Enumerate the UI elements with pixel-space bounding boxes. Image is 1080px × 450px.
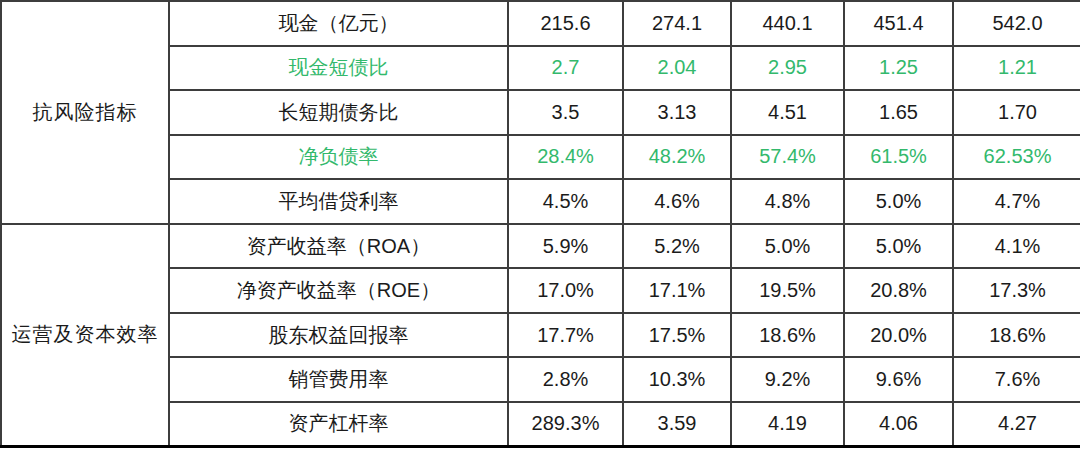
metric-value: 451.4 xyxy=(844,1,953,46)
metric-value: 3.5 xyxy=(508,90,623,135)
metric-value: 17.3% xyxy=(953,268,1080,313)
metric-name: 资产杠杆率 xyxy=(169,402,508,447)
metric-value: 2.8% xyxy=(508,357,623,402)
metric-name: 现金短债比 xyxy=(169,46,508,91)
metric-value: 5.0% xyxy=(731,224,844,269)
metric-value: 1.21 xyxy=(953,46,1080,91)
metric-name: 销管费用率 xyxy=(169,357,508,402)
metric-value: 9.6% xyxy=(844,357,953,402)
metric-value: 5.2% xyxy=(623,224,731,269)
metric-value: 440.1 xyxy=(731,1,844,46)
metric-value: 1.65 xyxy=(844,90,953,135)
metric-value: 2.7 xyxy=(508,46,623,91)
table-row: 抗风险指标 现金（亿元） 215.6 274.1 440.1 451.4 542… xyxy=(1,1,1080,46)
financial-metrics-table: 抗风险指标 现金（亿元） 215.6 274.1 440.1 451.4 542… xyxy=(0,0,1080,448)
page: 抗风险指标 现金（亿元） 215.6 274.1 440.1 451.4 542… xyxy=(0,0,1080,450)
metric-name: 资产收益率（ROA） xyxy=(169,224,508,269)
metric-value: 2.95 xyxy=(731,46,844,91)
metric-value: 62.53% xyxy=(953,135,1080,180)
metric-value: 274.1 xyxy=(623,1,731,46)
metric-value: 28.4% xyxy=(508,135,623,180)
metric-value: 4.51 xyxy=(731,90,844,135)
metric-value: 17.1% xyxy=(623,268,731,313)
metric-value: 215.6 xyxy=(508,1,623,46)
metric-value: 61.5% xyxy=(844,135,953,180)
metric-value: 5.9% xyxy=(508,224,623,269)
metric-value: 289.3% xyxy=(508,402,623,447)
metric-value: 2.04 xyxy=(623,46,731,91)
metric-value: 4.06 xyxy=(844,402,953,447)
metric-value: 3.13 xyxy=(623,90,731,135)
metric-value: 57.4% xyxy=(731,135,844,180)
metric-value: 1.70 xyxy=(953,90,1080,135)
metric-value: 17.5% xyxy=(623,313,731,358)
metric-value: 3.59 xyxy=(623,402,731,447)
metric-value: 7.6% xyxy=(953,357,1080,402)
metric-value: 18.6% xyxy=(953,313,1080,358)
group-operations-efficiency: 运营及资本效率 资产收益率（ROA） 5.9% 5.2% 5.0% 5.0% 4… xyxy=(1,224,1080,447)
metric-value: 18.6% xyxy=(731,313,844,358)
metric-name: 净负债率 xyxy=(169,135,508,180)
metric-value: 4.19 xyxy=(731,402,844,447)
metric-value: 4.27 xyxy=(953,402,1080,447)
metric-value: 4.7% xyxy=(953,179,1080,224)
metric-name: 股东权益回报率 xyxy=(169,313,508,358)
metric-value: 1.25 xyxy=(844,46,953,91)
metric-value: 20.8% xyxy=(844,268,953,313)
metric-value: 17.0% xyxy=(508,268,623,313)
metric-value: 542.0 xyxy=(953,1,1080,46)
metric-value: 9.2% xyxy=(731,357,844,402)
metric-value: 4.6% xyxy=(623,179,731,224)
metric-value: 4.8% xyxy=(731,179,844,224)
metric-name: 现金（亿元） xyxy=(169,1,508,46)
row-group-label: 运营及资本效率 xyxy=(1,224,169,447)
metric-name: 平均借贷利率 xyxy=(169,179,508,224)
metric-name: 长短期债务比 xyxy=(169,90,508,135)
metric-value: 4.5% xyxy=(508,179,623,224)
metric-value: 5.0% xyxy=(844,224,953,269)
metric-name: 净资产收益率（ROE） xyxy=(169,268,508,313)
metric-value: 5.0% xyxy=(844,179,953,224)
metric-value: 19.5% xyxy=(731,268,844,313)
metric-value: 10.3% xyxy=(623,357,731,402)
table-row: 运营及资本效率 资产收益率（ROA） 5.9% 5.2% 5.0% 5.0% 4… xyxy=(1,224,1080,269)
group-anti-risk: 抗风险指标 现金（亿元） 215.6 274.1 440.1 451.4 542… xyxy=(1,1,1080,224)
metric-value: 20.0% xyxy=(844,313,953,358)
metric-value: 4.1% xyxy=(953,224,1080,269)
row-group-label: 抗风险指标 xyxy=(1,1,169,224)
metric-value: 17.7% xyxy=(508,313,623,358)
metric-value: 48.2% xyxy=(623,135,731,180)
